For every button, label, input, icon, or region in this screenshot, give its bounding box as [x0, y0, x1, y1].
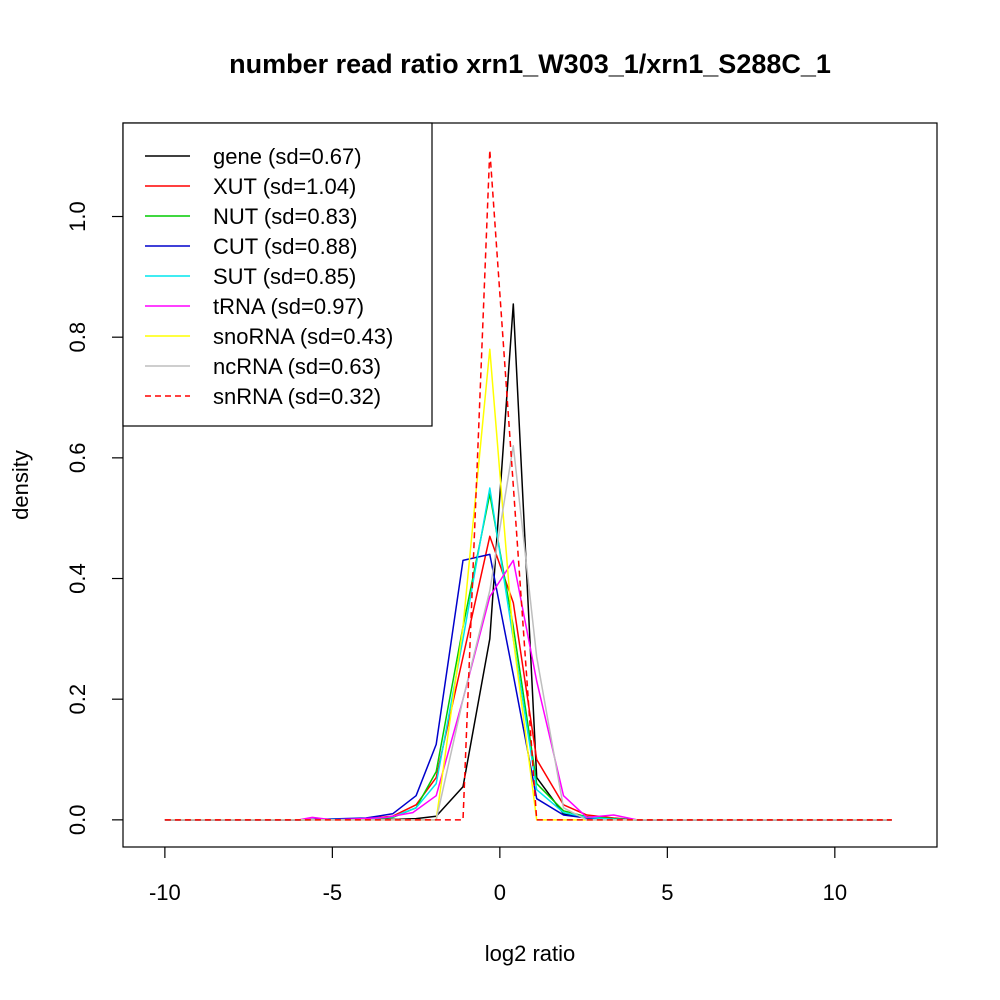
legend-label: snoRNA (sd=0.43)	[213, 324, 393, 349]
series-line-2	[164, 493, 892, 821]
legend: gene (sd=0.67) XUT (sd=1.04) NUT (sd=0.83)…	[122, 122, 433, 427]
x-tick-label: 5	[661, 880, 673, 905]
legend-label: ncRNA (sd=0.63)	[213, 354, 381, 379]
x-tick-label: -5	[323, 880, 343, 905]
legend-label: NUT (sd=0.83)	[213, 204, 357, 229]
legend-label: SUT (sd=0.85)	[213, 264, 356, 289]
y-tick-label: 1.0	[65, 201, 90, 232]
y-tick-label: 0.8	[65, 322, 90, 353]
series-layer	[164, 149, 892, 821]
y-tick-label: 0.0	[65, 805, 90, 836]
series-line-7	[164, 445, 892, 821]
series-line-4	[164, 487, 892, 821]
y-tick-label: 0.6	[65, 443, 90, 474]
y-tick-label: 0.4	[65, 563, 90, 594]
legend-label: XUT (sd=1.04)	[213, 174, 356, 199]
legend-label: CUT (sd=0.88)	[213, 234, 357, 259]
legend-label: snRNA (sd=0.32)	[213, 384, 381, 409]
y-axis: 0.0 0.2 0.4 0.6 0.8 1.0	[65, 201, 123, 835]
x-axis-label: log2 ratio	[485, 941, 576, 966]
x-tick-label: 0	[494, 880, 506, 905]
y-tick-label: 0.2	[65, 684, 90, 715]
legend-label: tRNA (sd=0.97)	[213, 294, 364, 319]
x-tick-label: 10	[823, 880, 847, 905]
y-axis-label: density	[8, 450, 33, 520]
x-axis: -10 -5 0 5 10	[149, 846, 847, 905]
x-tick-label: -10	[149, 880, 181, 905]
legend-box	[122, 122, 433, 427]
chart-title: number read ratio xrn1_W303_1/xrn1_S288C…	[229, 49, 831, 79]
legend-label: gene (sd=0.67)	[213, 144, 362, 169]
